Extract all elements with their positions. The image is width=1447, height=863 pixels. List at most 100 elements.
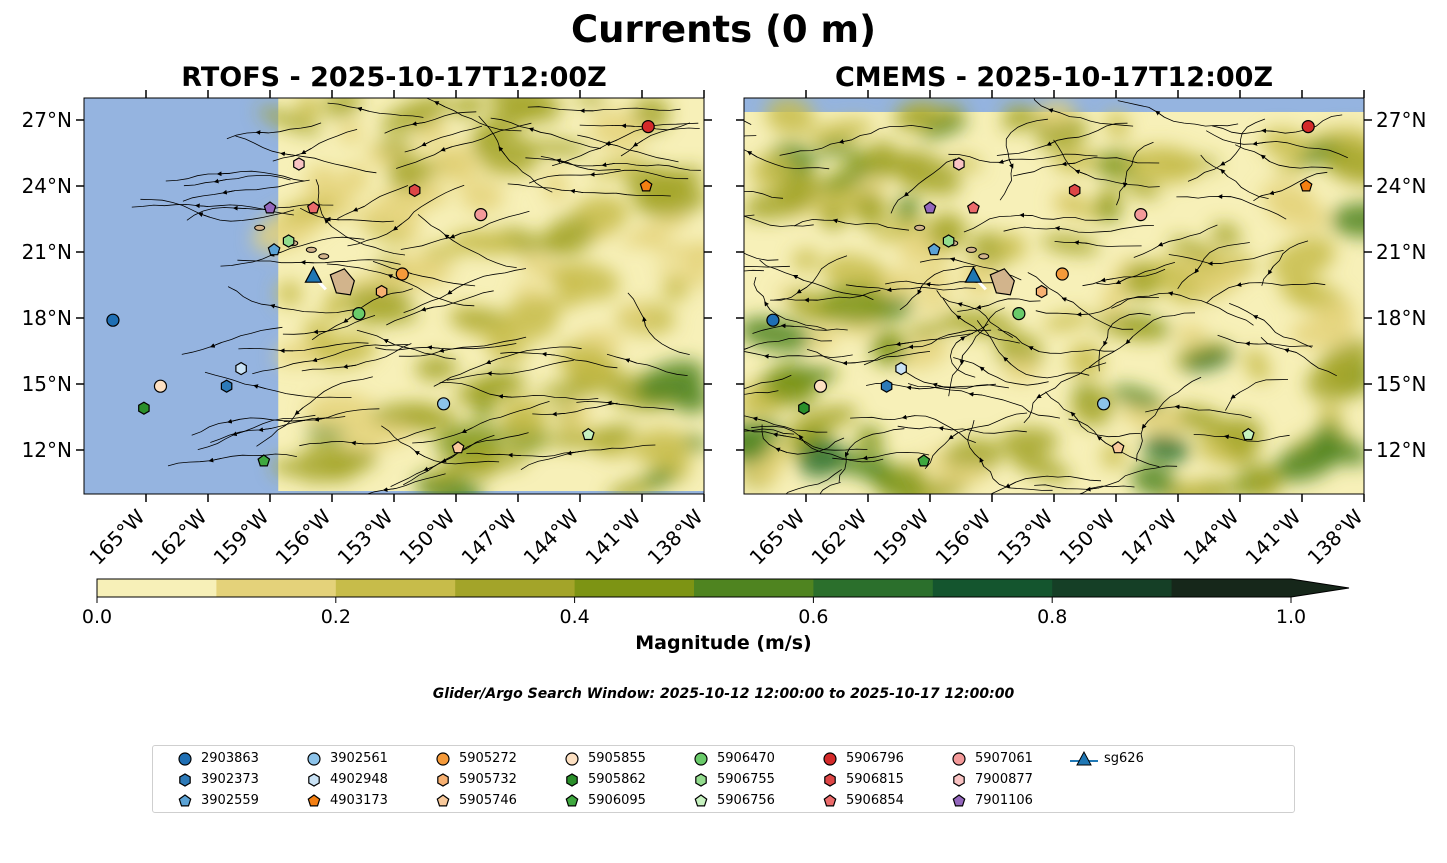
colorbar-segment [335,579,456,597]
right-streamline [1054,241,1142,247]
right-streamline-arrow [705,272,714,276]
right-streamline-arrow [1167,291,1181,296]
right-streamline-arrow [731,431,742,433]
right-streamline [1003,225,1154,233]
left-xtick-label: 162°W [147,504,212,569]
legend-shape-icon [694,752,708,766]
right-streamline-arrow [1048,108,1061,114]
left-streamline-arrow [383,339,395,345]
right-streamline-arrow [1005,481,1016,488]
left-streamline [165,170,305,182]
right-streamline-arrow [1097,435,1106,444]
float-5905272-marker [1055,267,1069,281]
left-streamline-arrow [356,106,370,112]
float-5906095-marker [257,454,271,467]
right-streamline [744,252,779,261]
right-streamline-arrow [1074,240,1088,245]
island-molokai [305,246,317,253]
island-molokai [965,246,977,253]
island-kauai [254,224,266,231]
left-streamline [191,417,306,436]
float-5906755-marker [942,234,955,248]
right-streamline [850,415,976,443]
colorbar-segment [694,579,814,597]
right-streamline [1082,268,1166,287]
float-5906470-marker [1012,307,1026,321]
left-streamline-arrow [566,450,580,456]
left-streamline-arrow [325,216,340,222]
float-3902559-marker [927,243,941,256]
colorbar-tick-label: 1.0 [1276,606,1306,628]
right-streamline [1225,379,1289,411]
float-3902561-marker [437,397,451,411]
right-streamline [1027,272,1134,330]
island-hawaii [989,268,1015,296]
right-xtick-label: 159°W [869,504,934,569]
legend-marker-icon [952,794,966,807]
right-streamline-arrow [956,315,966,323]
legend-label: 5905746 [459,793,517,808]
float-5905732-marker [1035,284,1048,299]
right-streamline [1136,376,1202,462]
float-7901106-marker [923,201,937,214]
left-streamline [210,416,346,443]
left-streamline-arrow [423,465,436,472]
left-streamline-arrow [194,203,209,209]
float-7900877-marker [293,157,305,171]
right-streamline [744,149,830,170]
left-streamline-arrow [420,306,434,312]
legend-triangle-icon [1076,750,1092,766]
right-xtick-label: 162°W [807,504,872,569]
float-5906470-marker [352,307,366,321]
left-xtick-label: 144°W [519,504,584,569]
left-streamline-arrow [589,172,604,177]
right-streamline [845,284,976,291]
left-streamline [256,376,373,447]
left-streamline-arrow [632,139,643,147]
left-streamline-arrow [551,411,566,417]
right-streamline [997,329,1116,354]
left-streamline [551,122,699,167]
left-streamline [620,122,691,157]
left-streamline [366,473,446,494]
right-ytick-label: 12°N [1376,438,1426,462]
left-streamline-arrow [352,206,365,212]
right-streamline-arrow [775,447,788,453]
legend-shape-icon [695,773,707,787]
right-streamline-arrow [1100,277,1114,283]
right-streamline-arrow [862,455,876,461]
right-streamline-arrow [752,416,766,422]
right-streamline [779,124,933,156]
right-streamline [899,266,976,311]
right-streamline [1117,100,1239,127]
left-xtick-label: 153°W [333,504,398,569]
legend-marker-icon [565,794,579,807]
left-streamline [528,169,689,184]
legend-marker-icon [952,752,966,766]
right-streamline-arrow [1125,336,1134,345]
legend-label: 5907061 [975,751,1033,766]
left-streamline-arrow [461,427,473,434]
right-ytick-label: 15°N [1376,372,1426,396]
legend-marker-icon [307,794,321,807]
left-streamline [386,290,494,326]
right-streamline-arrow [772,432,786,438]
left-streamline [272,129,358,162]
float-5905272-marker [395,267,409,281]
left-streamline [186,203,334,221]
left-streamline-arrow [485,358,498,365]
legend-shape-icon [436,794,450,807]
colorbar-segment [1052,579,1173,597]
left-streamline [326,263,475,307]
legend-label: 5905272 [459,751,517,766]
left-streamline-arrow [253,384,266,389]
right-streamline [806,349,931,364]
left-streamline-arrow [387,274,399,280]
float-5906854-marker [306,201,320,214]
right-streamline-arrow [1074,169,1087,175]
right-streamline [1260,337,1337,377]
left-streamline [315,179,406,256]
float-5905862-marker [138,401,150,415]
left-streamline-arrow [605,139,618,146]
right-ytick-label: 21°N [1376,240,1426,264]
